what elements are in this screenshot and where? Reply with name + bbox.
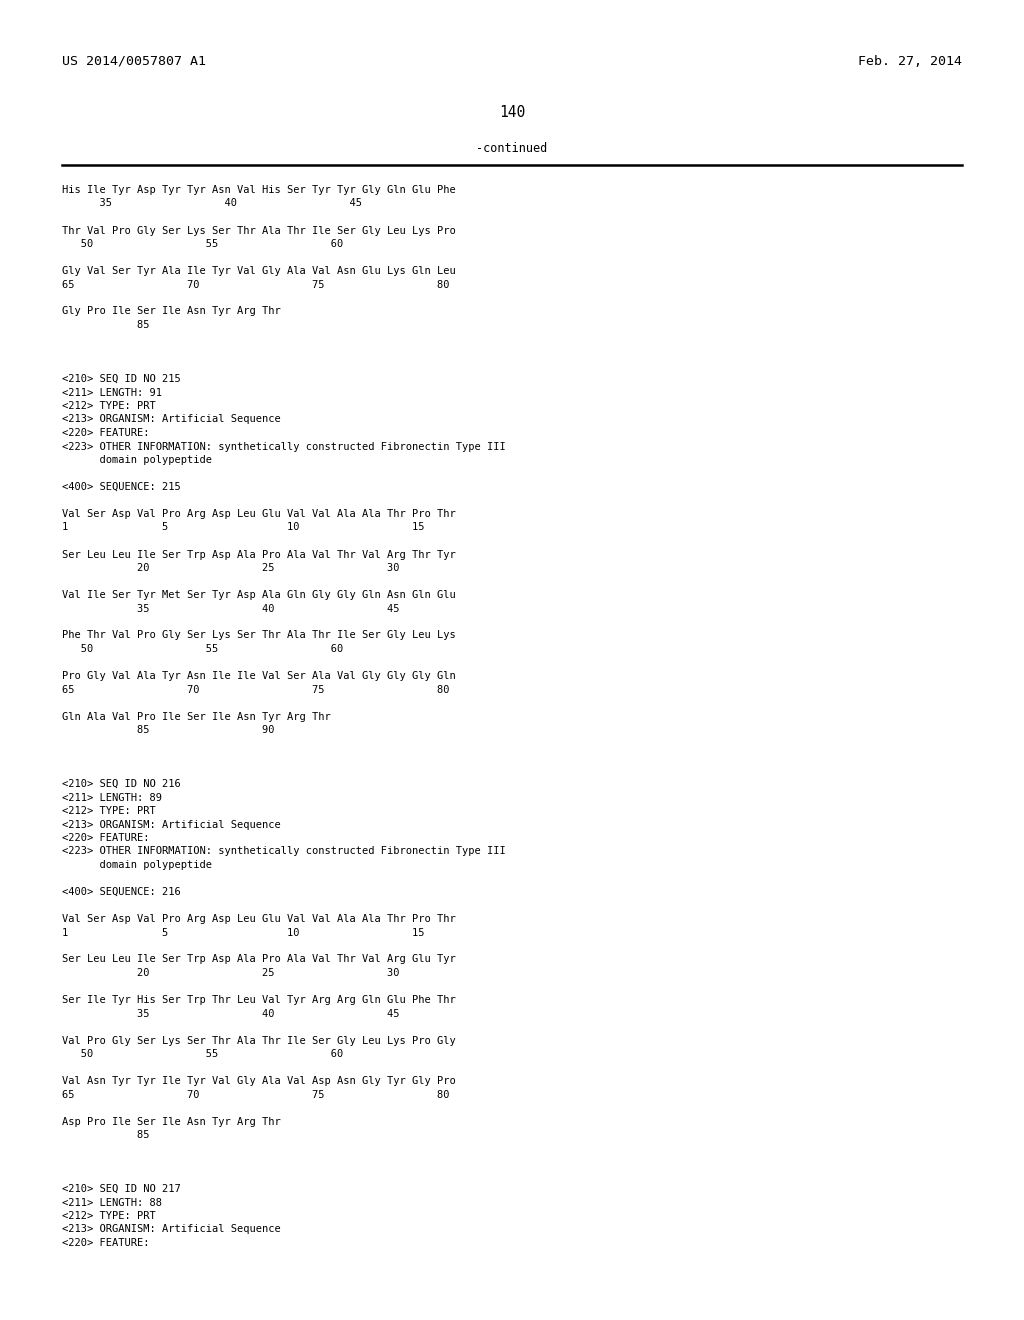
Text: <220> FEATURE:: <220> FEATURE: <box>62 428 150 438</box>
Text: <400> SEQUENCE: 216: <400> SEQUENCE: 216 <box>62 887 181 898</box>
Text: Val Asn Tyr Tyr Ile Tyr Val Gly Ala Val Asp Asn Gly Tyr Gly Pro: Val Asn Tyr Tyr Ile Tyr Val Gly Ala Val … <box>62 1076 456 1086</box>
Text: Val Ile Ser Tyr Met Ser Tyr Asp Ala Gln Gly Gly Gln Asn Gln Glu: Val Ile Ser Tyr Met Ser Tyr Asp Ala Gln … <box>62 590 456 601</box>
Text: Val Ser Asp Val Pro Arg Asp Leu Glu Val Val Ala Ala Thr Pro Thr: Val Ser Asp Val Pro Arg Asp Leu Glu Val … <box>62 913 456 924</box>
Text: <212> TYPE: PRT: <212> TYPE: PRT <box>62 807 156 816</box>
Text: Thr Val Pro Gly Ser Lys Ser Thr Ala Thr Ile Ser Gly Leu Lys Pro: Thr Val Pro Gly Ser Lys Ser Thr Ala Thr … <box>62 226 456 235</box>
Text: <213> ORGANISM: Artificial Sequence: <213> ORGANISM: Artificial Sequence <box>62 820 281 829</box>
Text: domain polypeptide: domain polypeptide <box>62 861 212 870</box>
Text: domain polypeptide: domain polypeptide <box>62 455 212 465</box>
Text: 35                  40                  45: 35 40 45 <box>62 1008 399 1019</box>
Text: <210> SEQ ID NO 216: <210> SEQ ID NO 216 <box>62 779 181 789</box>
Text: <223> OTHER INFORMATION: synthetically constructed Fibronectin Type III: <223> OTHER INFORMATION: synthetically c… <box>62 441 506 451</box>
Text: 85                  90: 85 90 <box>62 725 274 735</box>
Text: 50                  55                  60: 50 55 60 <box>62 644 343 653</box>
Text: Val Pro Gly Ser Lys Ser Thr Ala Thr Ile Ser Gly Leu Lys Pro Gly: Val Pro Gly Ser Lys Ser Thr Ala Thr Ile … <box>62 1035 456 1045</box>
Text: Asp Pro Ile Ser Ile Asn Tyr Arg Thr: Asp Pro Ile Ser Ile Asn Tyr Arg Thr <box>62 1117 281 1126</box>
Text: US 2014/0057807 A1: US 2014/0057807 A1 <box>62 55 206 69</box>
Text: 50                  55                  60: 50 55 60 <box>62 1049 343 1059</box>
Text: Pro Gly Val Ala Tyr Asn Ile Ile Val Ser Ala Val Gly Gly Gly Gln: Pro Gly Val Ala Tyr Asn Ile Ile Val Ser … <box>62 671 456 681</box>
Text: Gln Ala Val Pro Ile Ser Ile Asn Tyr Arg Thr: Gln Ala Val Pro Ile Ser Ile Asn Tyr Arg … <box>62 711 331 722</box>
Text: Ser Ile Tyr His Ser Trp Thr Leu Val Tyr Arg Arg Gln Glu Phe Thr: Ser Ile Tyr His Ser Trp Thr Leu Val Tyr … <box>62 995 456 1005</box>
Text: Val Ser Asp Val Pro Arg Asp Leu Glu Val Val Ala Ala Thr Pro Thr: Val Ser Asp Val Pro Arg Asp Leu Glu Val … <box>62 510 456 519</box>
Text: <212> TYPE: PRT: <212> TYPE: PRT <box>62 401 156 411</box>
Text: <213> ORGANISM: Artificial Sequence: <213> ORGANISM: Artificial Sequence <box>62 1225 281 1234</box>
Text: 85: 85 <box>62 1130 150 1140</box>
Text: 20                  25                  30: 20 25 30 <box>62 968 399 978</box>
Text: 65                  70                  75                  80: 65 70 75 80 <box>62 685 450 694</box>
Text: Phe Thr Val Pro Gly Ser Lys Ser Thr Ala Thr Ile Ser Gly Leu Lys: Phe Thr Val Pro Gly Ser Lys Ser Thr Ala … <box>62 631 456 640</box>
Text: Ser Leu Leu Ile Ser Trp Asp Ala Pro Ala Val Thr Val Arg Thr Tyr: Ser Leu Leu Ile Ser Trp Asp Ala Pro Ala … <box>62 549 456 560</box>
Text: <223> OTHER INFORMATION: synthetically constructed Fibronectin Type III: <223> OTHER INFORMATION: synthetically c… <box>62 846 506 857</box>
Text: 1               5                   10                  15: 1 5 10 15 <box>62 523 425 532</box>
Text: 35                  40                  45: 35 40 45 <box>62 603 399 614</box>
Text: <213> ORGANISM: Artificial Sequence: <213> ORGANISM: Artificial Sequence <box>62 414 281 425</box>
Text: <211> LENGTH: 91: <211> LENGTH: 91 <box>62 388 162 397</box>
Text: <211> LENGTH: 89: <211> LENGTH: 89 <box>62 792 162 803</box>
Text: 140: 140 <box>499 106 525 120</box>
Text: 85: 85 <box>62 319 150 330</box>
Text: <211> LENGTH: 88: <211> LENGTH: 88 <box>62 1197 162 1208</box>
Text: <212> TYPE: PRT: <212> TYPE: PRT <box>62 1210 156 1221</box>
Text: 35                  40                  45: 35 40 45 <box>62 198 362 209</box>
Text: 50                  55                  60: 50 55 60 <box>62 239 343 249</box>
Text: -continued: -continued <box>476 143 548 154</box>
Text: 65                  70                  75                  80: 65 70 75 80 <box>62 1089 450 1100</box>
Text: <210> SEQ ID NO 217: <210> SEQ ID NO 217 <box>62 1184 181 1195</box>
Text: <400> SEQUENCE: 215: <400> SEQUENCE: 215 <box>62 482 181 492</box>
Text: 65                  70                  75                  80: 65 70 75 80 <box>62 280 450 289</box>
Text: Ser Leu Leu Ile Ser Trp Asp Ala Pro Ala Val Thr Val Arg Glu Tyr: Ser Leu Leu Ile Ser Trp Asp Ala Pro Ala … <box>62 954 456 965</box>
Text: 20                  25                  30: 20 25 30 <box>62 564 399 573</box>
Text: <220> FEATURE:: <220> FEATURE: <box>62 1238 150 1247</box>
Text: 1               5                   10                  15: 1 5 10 15 <box>62 928 425 937</box>
Text: <210> SEQ ID NO 215: <210> SEQ ID NO 215 <box>62 374 181 384</box>
Text: Feb. 27, 2014: Feb. 27, 2014 <box>858 55 962 69</box>
Text: Gly Val Ser Tyr Ala Ile Tyr Val Gly Ala Val Asn Glu Lys Gln Leu: Gly Val Ser Tyr Ala Ile Tyr Val Gly Ala … <box>62 267 456 276</box>
Text: <220> FEATURE:: <220> FEATURE: <box>62 833 150 843</box>
Text: Gly Pro Ile Ser Ile Asn Tyr Arg Thr: Gly Pro Ile Ser Ile Asn Tyr Arg Thr <box>62 306 281 317</box>
Text: His Ile Tyr Asp Tyr Tyr Asn Val His Ser Tyr Tyr Gly Gln Glu Phe: His Ile Tyr Asp Tyr Tyr Asn Val His Ser … <box>62 185 456 195</box>
